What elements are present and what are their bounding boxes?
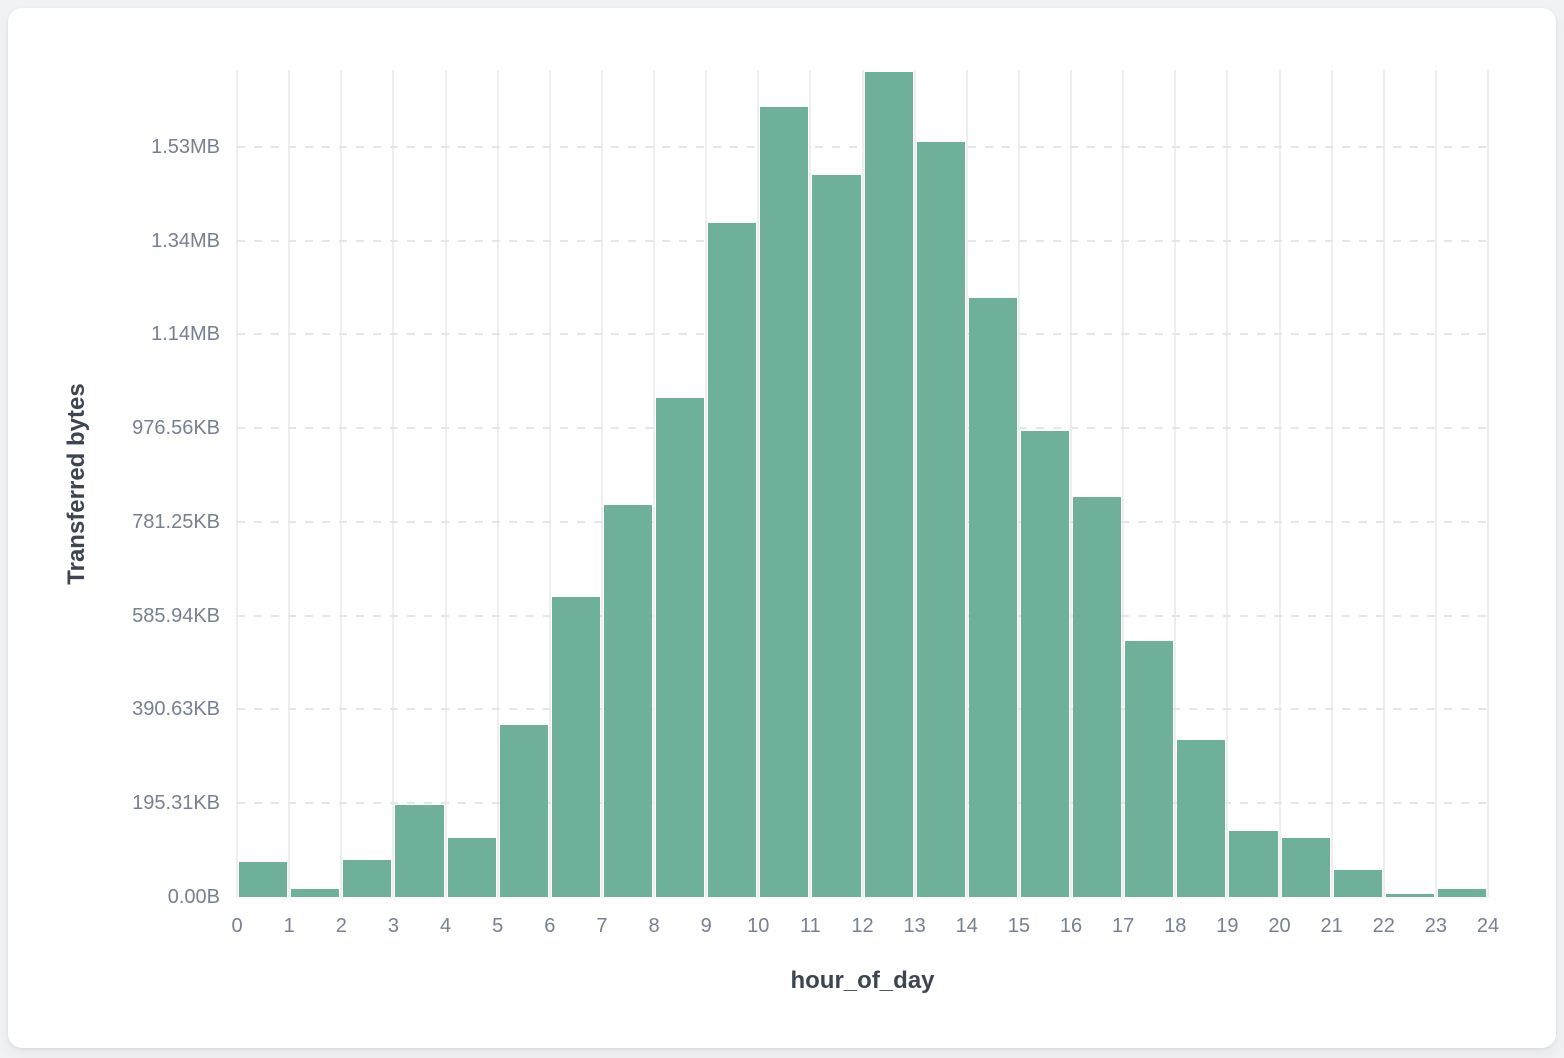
vertical-gridline <box>1070 70 1072 897</box>
vertical-gridline <box>1017 70 1020 897</box>
x-tick-label: 3 <box>387 915 399 937</box>
x-tick-label: 15 <box>1007 915 1030 937</box>
vertical-gridline <box>1487 70 1489 897</box>
y-tick-label: 781.25KB <box>132 510 220 533</box>
chart-bar[interactable] <box>343 860 392 897</box>
x-tick-label: 5 <box>492 915 504 937</box>
y-tick-label: 195.31KB <box>132 792 220 815</box>
x-tick-label: 1 <box>283 915 295 937</box>
vertical-gridline <box>548 70 551 897</box>
chart-bar[interactable] <box>603 505 652 897</box>
x-tick-label: 19 <box>1216 915 1239 937</box>
chart-bar[interactable] <box>1437 889 1486 897</box>
x-tick-label: 6 <box>544 915 556 937</box>
chart-bar[interactable] <box>1125 640 1174 897</box>
chart-bar[interactable] <box>760 107 809 897</box>
x-tick-label: 22 <box>1372 915 1395 937</box>
chart-bar[interactable] <box>864 71 913 897</box>
x-tick-label: 2 <box>335 915 347 937</box>
y-tick-label: 585.94KB <box>132 604 220 627</box>
vertical-gridline <box>1226 70 1229 897</box>
x-tick-label: 16 <box>1059 915 1083 937</box>
vertical-gridline <box>1382 70 1385 897</box>
chart-bar[interactable] <box>1229 831 1278 897</box>
vertical-gridline <box>809 70 812 897</box>
chart-bar[interactable] <box>1020 430 1069 897</box>
chart-bar[interactable] <box>395 804 444 897</box>
x-tick-label: 23 <box>1424 915 1447 937</box>
x-tick-label: 8 <box>648 915 660 937</box>
chart-bar[interactable] <box>1385 894 1434 897</box>
y-tick-label: 976.56KB <box>132 417 220 440</box>
vertical-gridline <box>392 70 395 897</box>
x-tick-label: 12 <box>851 915 874 937</box>
horizontal-gridline <box>237 427 1488 430</box>
horizontal-gridline <box>237 802 1488 805</box>
x-tick-label: 7 <box>596 915 608 937</box>
x-tick-label: 24 <box>1476 915 1500 937</box>
chart-bar[interactable] <box>447 837 496 897</box>
vertical-gridline <box>1174 70 1177 897</box>
chart-bar[interactable] <box>656 398 705 897</box>
y-tick-label: 1.53MB <box>151 135 220 158</box>
chart-bar[interactable] <box>1073 496 1122 897</box>
vertical-gridline <box>757 70 760 897</box>
x-tick-label: 20 <box>1268 915 1291 937</box>
vertical-gridline <box>653 70 655 897</box>
chart-bar[interactable] <box>708 222 757 897</box>
vertical-gridline <box>913 70 916 897</box>
x-tick-label: 11 <box>799 915 821 937</box>
x-tick-label: 13 <box>903 915 926 937</box>
vertical-gridline <box>1330 70 1333 897</box>
horizontal-gridline <box>237 145 1488 148</box>
horizontal-gridline <box>237 520 1488 523</box>
vertical-gridline <box>496 70 499 897</box>
vertical-gridline <box>1434 70 1437 897</box>
x-tick-label: 14 <box>955 915 978 937</box>
x-tick-label: 18 <box>1164 915 1187 937</box>
horizontal-gridline <box>237 614 1488 617</box>
chart-bar[interactable] <box>1177 739 1226 897</box>
horizontal-gridline <box>237 708 1488 711</box>
vertical-gridline <box>236 70 238 897</box>
chart-bar[interactable] <box>968 297 1017 897</box>
y-tick-label: 1.14MB <box>151 323 220 346</box>
x-tick-label: 9 <box>700 915 712 937</box>
x-tick-label: 4 <box>439 915 452 937</box>
vertical-gridline <box>965 70 968 897</box>
chart-bar[interactable] <box>239 861 288 897</box>
chart-bar[interactable] <box>916 142 965 897</box>
x-tick-label: 10 <box>747 915 770 937</box>
x-tick-label: 0 <box>231 915 243 937</box>
x-tick-label: 21 <box>1320 915 1343 937</box>
chart-bar[interactable] <box>499 724 548 897</box>
x-tick-label: 17 <box>1112 915 1135 937</box>
vertical-gridline <box>1122 70 1125 897</box>
vertical-gridline <box>444 70 447 897</box>
horizontal-gridline <box>237 333 1488 336</box>
vertical-gridline <box>1278 70 1281 897</box>
y-axis-title: Transferred bytes <box>63 383 90 585</box>
plot-area: 0.00B 195.31KB 390.63KB 585.94KB 781.25KB 976… <box>8 8 1556 1048</box>
chart-bar[interactable] <box>812 175 861 897</box>
horizontal-gridline <box>237 239 1488 242</box>
chart-bar[interactable] <box>291 889 340 897</box>
chart-bar[interactable] <box>551 596 600 897</box>
vertical-gridline <box>861 70 864 897</box>
chart-bar[interactable] <box>1333 869 1382 897</box>
vertical-gridline <box>705 70 708 897</box>
y-tick-label: 390.63KB <box>132 698 220 721</box>
vertical-gridline <box>288 70 291 897</box>
y-tick-label: 1.34MB <box>151 229 220 252</box>
x-axis-title: hour_of_day <box>790 967 935 994</box>
chart-card: 0.00B 195.31KB 390.63KB 585.94KB 781.25KB 976… <box>8 8 1556 1048</box>
y-tick-label: 0.00B <box>167 886 220 908</box>
vertical-gridline <box>600 70 603 897</box>
chart-bar[interactable] <box>1281 838 1330 897</box>
vertical-gridline <box>340 70 343 897</box>
